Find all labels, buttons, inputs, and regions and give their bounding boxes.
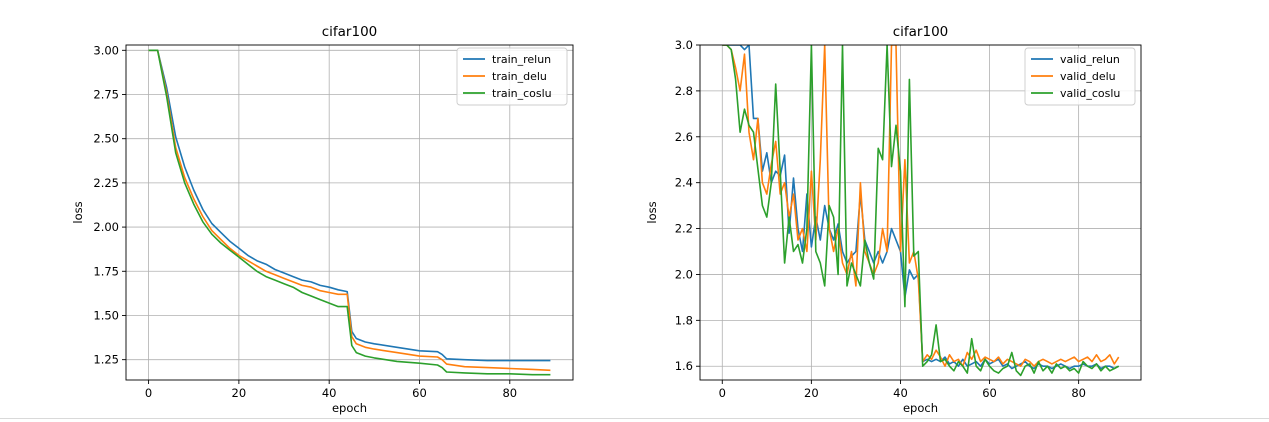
chart-title: cifar100 — [893, 24, 949, 40]
chart-title: cifar100 — [322, 24, 378, 40]
x-axis-label: epoch — [903, 401, 938, 415]
chart-1: 0 20 40 60 80 1.25 1.50 1.75 2.00 2.25 2.50 2.75 3.0… — [71, 24, 574, 415]
legend-label: valid_relun — [1060, 53, 1120, 66]
plot-frame — [699, 44, 1142, 381]
x-tick-label: 80 — [502, 386, 517, 400]
legend-box — [1024, 47, 1136, 106]
chart-2: 0 20 40 60 80 1.6 1.8 2.0 2.2 2.4 2.6 2.8 3.0 cifar10… — [645, 24, 1142, 415]
x-axis-label: epoch — [332, 401, 367, 415]
y-tick-label: 2.8 — [675, 84, 693, 98]
y-axis-label: loss — [71, 201, 85, 223]
legend-label: train_coslu — [492, 87, 552, 100]
y-axis-label: loss — [645, 201, 659, 223]
y-tick-label: 1.50 — [93, 308, 119, 322]
x-tick-label: 20 — [232, 386, 247, 400]
plot-frame — [125, 44, 574, 381]
y-tick-label: 2.2 — [675, 222, 693, 236]
y-tick-label: 2.75 — [93, 87, 119, 101]
x-tick-label: 60 — [982, 386, 997, 400]
x-tick-label: 0 — [145, 386, 152, 400]
y-tick-label: 2.4 — [675, 176, 693, 190]
legend-label: valid_delu — [1060, 70, 1116, 83]
series-line-train_relun — [148, 49, 551, 362]
y-tick-label: 1.25 — [93, 353, 119, 367]
x-tick-label: 40 — [322, 386, 337, 400]
legend-label: train_delu — [492, 70, 547, 83]
legend-label: valid_coslu — [1060, 87, 1120, 100]
x-tick-label: 80 — [1071, 386, 1086, 400]
x-tick-label: 20 — [804, 386, 819, 400]
series-line-valid_coslu — [722, 45, 1120, 377]
y-tick-label: 3.0 — [675, 38, 693, 52]
legend: valid_relun valid_delu valid_coslu — [1024, 47, 1136, 106]
x-tick-label: 40 — [893, 386, 908, 400]
y-tick-label: 2.00 — [93, 220, 119, 234]
x-tick-label: 60 — [412, 386, 427, 400]
x-tick-label: 0 — [719, 386, 726, 400]
y-tick-label: 2.25 — [93, 176, 119, 190]
window-bottom-border — [0, 418, 1269, 419]
series-line-train_coslu — [148, 49, 551, 376]
y-tick-label: 1.8 — [675, 313, 693, 327]
y-tick-label: 1.75 — [93, 264, 119, 278]
legend-box — [456, 47, 568, 106]
series-line-train_delu — [148, 49, 551, 372]
y-tick-label: 1.6 — [675, 359, 693, 373]
y-tick-label: 2.0 — [675, 267, 693, 281]
y-tick-label: 3.00 — [93, 43, 119, 57]
legend: train_relun train_delu train_coslu — [456, 47, 568, 106]
y-tick-label: 2.50 — [93, 132, 119, 146]
legend-label: train_relun — [492, 53, 551, 66]
y-tick-label: 2.6 — [675, 130, 693, 144]
